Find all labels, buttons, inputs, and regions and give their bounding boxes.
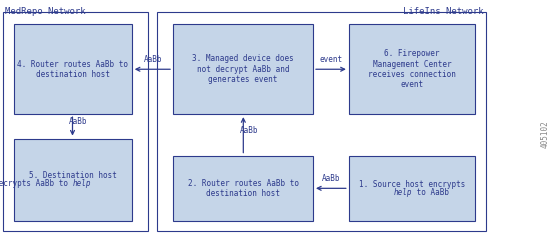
Text: help: help xyxy=(73,179,91,188)
Bar xyxy=(3,12,148,231)
Text: AaBb: AaBb xyxy=(69,117,87,126)
Bar xyxy=(14,139,132,221)
Bar xyxy=(14,24,132,114)
Text: 4. Router routes AaBb to
destination host: 4. Router routes AaBb to destination hos… xyxy=(17,60,128,79)
Bar xyxy=(157,12,486,231)
Text: 3. Managed device does
not decrypt AaBb and
generates event: 3. Managed device does not decrypt AaBb … xyxy=(192,54,294,84)
Text: help: help xyxy=(394,188,412,197)
Text: 5. Destination host: 5. Destination host xyxy=(29,171,116,181)
Text: AaBb: AaBb xyxy=(240,126,258,135)
Text: LifeIns Network: LifeIns Network xyxy=(403,7,484,16)
Text: MedRepo Network: MedRepo Network xyxy=(6,7,86,16)
Text: AaBb: AaBb xyxy=(144,55,162,64)
Text: 6. Firepower
Management Center
receives connection
event: 6. Firepower Management Center receives … xyxy=(368,49,456,89)
Text: decrypts AaBb to: decrypts AaBb to xyxy=(0,179,73,188)
Bar xyxy=(173,24,313,114)
Text: AaBb: AaBb xyxy=(321,174,340,183)
Bar xyxy=(173,156,313,221)
Text: event: event xyxy=(319,55,342,64)
Text: 1. Source host encrypts: 1. Source host encrypts xyxy=(359,180,465,189)
Text: 2. Router routes AaBb to
destination host: 2. Router routes AaBb to destination hos… xyxy=(188,179,299,198)
Bar xyxy=(349,24,475,114)
Text: 405102: 405102 xyxy=(541,120,550,148)
Text: to AaBb: to AaBb xyxy=(412,188,449,197)
Bar xyxy=(349,156,475,221)
